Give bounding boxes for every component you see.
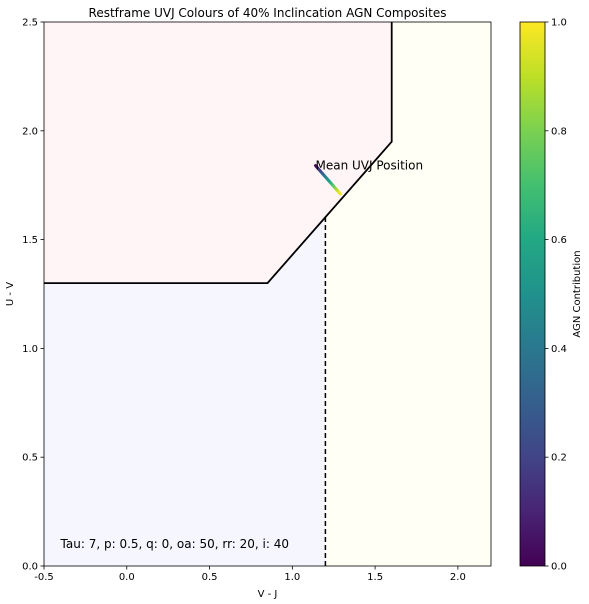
colorbar-ticks: 0.0 0.2 0.4 0.6 0.8 1.0 [545, 18, 567, 573]
colorbar: 0.0 0.2 0.4 0.6 0.8 1.0 AGN Contribution [519, 18, 583, 573]
region-star-forming [44, 217, 326, 566]
annotation-text: Tau: 7, p: 0.5, q: 0, oa: 50, rr: 20, i:… [60, 537, 289, 551]
y-tick-label: 1.5 [22, 235, 38, 246]
y-tick-label: 1.0 [22, 344, 38, 355]
x-tick-label: -0.5 [34, 572, 54, 583]
y-tick-label: 0.5 [22, 453, 38, 464]
region-quiescent [44, 22, 392, 284]
colorbar-gradient [519, 21, 546, 567]
colorbar-tick-label: 0.6 [551, 235, 567, 246]
x-axis-label: V - J [258, 589, 278, 600]
colorbar-tick-label: 0.4 [551, 344, 567, 355]
uvj-boundary-line [44, 22, 393, 285]
x-tick-label: 1.0 [284, 572, 300, 583]
x-tick-label: 1.5 [367, 572, 383, 583]
y-axis-label: U - V [5, 282, 16, 306]
y-tick-label: 2.0 [22, 126, 38, 137]
x-tick-label: 0.0 [119, 572, 135, 583]
chart-title: Restframe UVJ Colours of 40% Inclincatio… [89, 6, 447, 20]
colorbar-tick-label: 1.0 [551, 18, 567, 29]
plot-area: Mean UVJ Position Tau: 7, p: 0.5, q: 0, o… [22, 18, 492, 583]
colorbar-tick-label: 0.8 [551, 126, 567, 137]
axes-frame [43, 21, 492, 567]
x-tick-label: 2.0 [450, 572, 466, 583]
x-tick-label: 0.5 [202, 572, 218, 583]
region-dusty [325, 22, 491, 566]
colorbar-tick-label: 0.0 [551, 562, 567, 573]
colorbar-label: AGN Contribution [572, 250, 583, 337]
y-tick-label: 2.5 [22, 18, 38, 29]
annotation-text: Mean UVJ Position [316, 159, 424, 173]
y-tick-label: 0.0 [22, 562, 38, 573]
colorbar-tick-label: 0.2 [551, 453, 567, 464]
agn-track-segment [337, 190, 342, 196]
